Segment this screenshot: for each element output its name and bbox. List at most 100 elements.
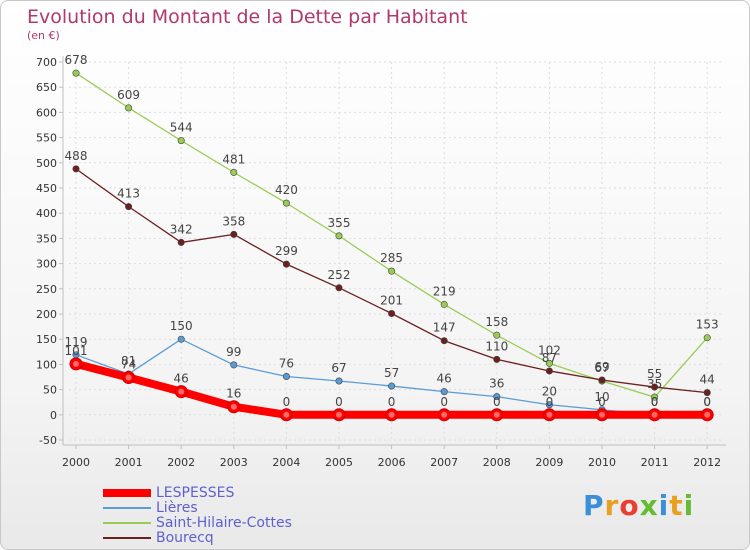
data-point	[388, 309, 396, 317]
data-point	[388, 382, 396, 390]
data-point	[177, 137, 185, 145]
y-tick-label: 0	[50, 409, 57, 422]
data-point	[335, 232, 343, 240]
data-point	[493, 331, 501, 339]
y-tick-label: 50	[43, 384, 57, 397]
data-point	[440, 300, 448, 308]
data-point-inner	[493, 411, 500, 418]
data-point-inner	[283, 411, 290, 418]
data-point	[230, 168, 238, 176]
x-tick-label: 2008	[483, 456, 511, 469]
x-tick-label: 2006	[378, 456, 406, 469]
data-label: 76	[279, 356, 294, 370]
data-point-inner	[230, 403, 237, 410]
data-label: 0	[493, 395, 501, 409]
data-point	[545, 359, 553, 367]
y-tick-label: 350	[36, 232, 57, 245]
y-tick-label: 200	[36, 308, 57, 321]
data-point	[545, 367, 553, 375]
data-point-inner	[704, 411, 711, 418]
data-label: 10	[594, 390, 609, 404]
data-label: 20	[542, 385, 557, 399]
data-point-inner	[125, 374, 132, 381]
data-label: 55	[647, 367, 662, 381]
data-label: 57	[384, 366, 399, 380]
x-tick-label: 2010	[588, 456, 616, 469]
data-point-inner	[336, 411, 342, 418]
data-point	[388, 267, 396, 275]
x-tick-label: 2001	[115, 456, 143, 469]
data-label: 0	[335, 395, 343, 409]
data-label: 147	[433, 321, 456, 335]
data-label: 358	[222, 214, 245, 228]
data-point	[651, 383, 659, 391]
y-tick-label: 700	[36, 56, 57, 69]
data-point	[282, 199, 290, 207]
y-tick-label: 500	[36, 157, 57, 170]
data-point-inner	[388, 411, 395, 418]
data-point	[230, 361, 238, 369]
data-point	[72, 165, 80, 173]
data-label: 46	[437, 372, 452, 386]
data-point	[282, 260, 290, 268]
data-point	[177, 238, 185, 246]
data-point	[493, 355, 501, 363]
proxiti-logo: Proxiti	[583, 489, 695, 522]
y-tick-label: 150	[36, 333, 57, 346]
data-point	[282, 372, 290, 380]
y-tick-label: 550	[36, 132, 57, 145]
data-label: 420	[275, 183, 298, 197]
data-point	[440, 337, 448, 345]
data-label: 201	[380, 293, 403, 307]
legend-label-saint-hilaire-cottes: Saint-Hilaire-Cottes	[156, 515, 292, 531]
data-label: 252	[328, 268, 351, 282]
data-point-inner	[546, 411, 553, 418]
data-label: 0	[388, 395, 396, 409]
data-label: 0	[651, 395, 659, 409]
data-label: 219	[433, 284, 456, 298]
data-label: 119	[65, 335, 88, 349]
data-label: 87	[542, 351, 557, 365]
data-label: 678	[65, 53, 88, 67]
data-point	[440, 388, 448, 396]
data-point-inner	[599, 411, 605, 418]
data-label: 0	[283, 395, 291, 409]
x-tick-label: 2012	[693, 456, 721, 469]
data-label: 44	[700, 373, 715, 387]
data-point	[335, 284, 343, 292]
data-label: 67	[331, 361, 346, 375]
x-tick-label: 2004	[272, 456, 300, 469]
x-tick-label: 2003	[220, 456, 248, 469]
chart-title: Evolution du Montant de la Dette par Hab…	[27, 6, 468, 28]
data-point-inner	[651, 411, 658, 418]
y-tick-label: 600	[36, 106, 57, 119]
data-label: 0	[703, 395, 711, 409]
y-tick-label: 650	[36, 81, 57, 94]
y-tick-label: 250	[36, 283, 57, 296]
y-tick-label: 300	[36, 258, 57, 271]
data-label: 0	[546, 395, 554, 409]
x-tick-label: 2000	[62, 456, 90, 469]
data-label: 299	[275, 244, 298, 258]
data-point	[493, 393, 501, 401]
data-label: 355	[328, 216, 351, 230]
x-tick-label: 2005	[325, 456, 353, 469]
data-label: 153	[696, 318, 719, 332]
data-label: 413	[117, 187, 140, 201]
data-label: 285	[380, 251, 403, 265]
data-point	[230, 230, 238, 238]
data-label: 0	[440, 395, 448, 409]
data-point-inner	[178, 388, 185, 395]
data-label: 342	[170, 222, 193, 236]
data-label: 544	[170, 121, 193, 135]
x-tick-label: 2007	[430, 456, 458, 469]
data-point	[335, 377, 343, 385]
legend-label-lespesses: LESPESSES	[156, 485, 235, 501]
data-label: 36	[489, 377, 504, 391]
y-tick-label: 100	[36, 358, 57, 371]
chart-subtitle: (en €)	[27, 29, 60, 42]
x-tick-label: 2002	[167, 456, 195, 469]
data-label: 150	[170, 319, 193, 333]
